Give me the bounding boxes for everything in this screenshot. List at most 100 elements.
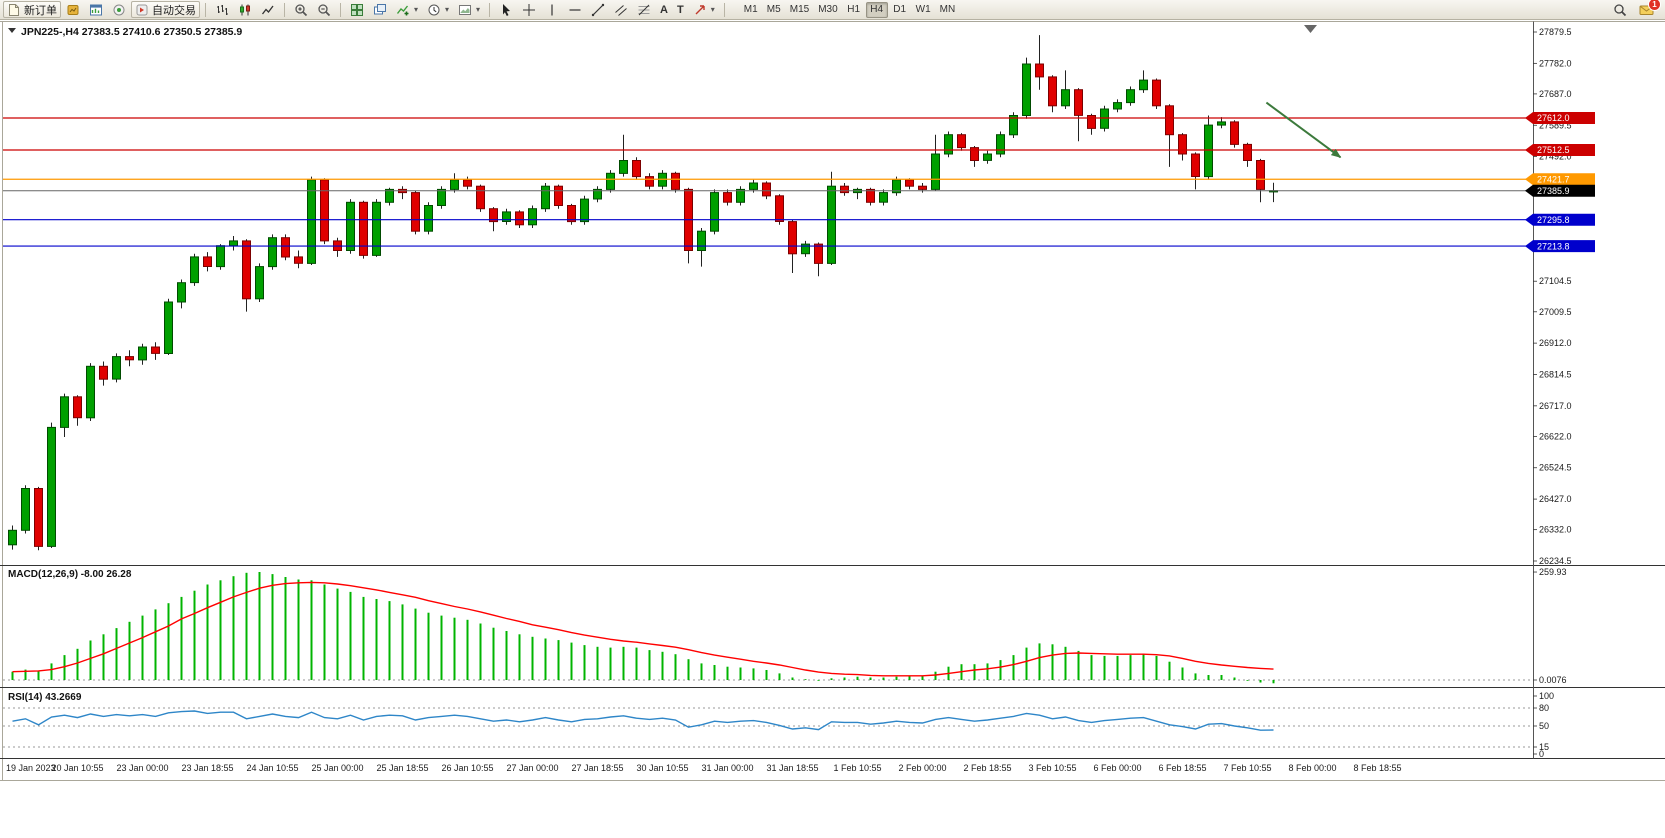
vertical-line-button[interactable] — [541, 1, 563, 18]
zoom-out-button[interactable] — [313, 1, 335, 18]
candle-bear — [73, 396, 82, 419]
crosshair-button[interactable] — [518, 1, 540, 18]
timeframe-button-m5[interactable]: M5 — [763, 2, 785, 18]
candle-bear — [1178, 134, 1187, 155]
new-order-button[interactable]: 新订单 — [3, 1, 61, 18]
chart-shift-marker[interactable] — [1304, 25, 1317, 33]
notification-badge: 1 — [1648, 0, 1661, 11]
dropdown-caret: ▾ — [414, 5, 419, 14]
toolbar-separator — [340, 2, 341, 17]
equidistant-channel-icon — [615, 4, 627, 16]
axis-label: 259.93 — [1539, 567, 1567, 577]
candle-bull — [736, 188, 745, 203]
template-icon — [459, 4, 472, 15]
zoom-in-button[interactable] — [290, 1, 312, 18]
price-chart-canvas[interactable]: 27879.5 27782.0 27687.0 27589.5 27492.0 27104… — [0, 20, 1665, 833]
horizontal-line-button[interactable] — [564, 1, 586, 18]
fibonacci-button[interactable] — [633, 1, 655, 18]
cursor-button[interactable] — [495, 1, 517, 18]
trendline-button[interactable] — [587, 1, 609, 18]
candle-bull — [541, 185, 550, 210]
candle-bear — [762, 182, 771, 197]
price-tag-text: 27213.8 — [1537, 241, 1570, 251]
auto-trading-button[interactable]: 自动交易 — [131, 1, 200, 18]
equidistant-channel-button[interactable] — [610, 1, 632, 18]
trend-arrow-annotation[interactable] — [1265, 101, 1342, 159]
candlestick-chart-button[interactable] — [234, 1, 256, 18]
periods-button[interactable]: ▾ — [423, 1, 453, 18]
candle-bear — [294, 256, 303, 264]
candle-bear — [1191, 153, 1200, 177]
timeframe-button-h4[interactable]: H4 — [865, 1, 888, 18]
candle-bear — [1074, 89, 1083, 116]
search-button[interactable] — [1609, 1, 1631, 18]
cursor-icon — [503, 3, 511, 16]
chart-expand-icon[interactable] — [8, 28, 16, 33]
candle-bear — [34, 488, 43, 547]
candle-bear — [515, 211, 524, 226]
arrows-button[interactable]: ▾ — [689, 1, 719, 18]
timeframe-button-w1[interactable]: W1 — [912, 2, 935, 18]
candle-bear — [463, 179, 472, 187]
timeframe-button-mn[interactable]: MN — [936, 2, 960, 18]
notifications-button[interactable]: 1 — [1639, 0, 1661, 17]
candle-bear — [242, 240, 251, 300]
macd-label: MACD(12,26,9) -8.00 26.28 — [8, 569, 132, 580]
candle-bull — [710, 192, 719, 232]
hlines-layer — [3, 117, 1533, 247]
date-axis-label: 31 Jan 18:55 — [766, 763, 818, 773]
text-button[interactable]: A — [656, 1, 672, 18]
timeframe-button-d1[interactable]: D1 — [889, 2, 911, 18]
timeframe-button-h1[interactable]: H1 — [843, 2, 865, 18]
text-label-button[interactable]: T — [673, 1, 688, 18]
zoom-out-icon — [318, 3, 331, 16]
candle-bear — [957, 134, 966, 149]
candle-bull — [697, 230, 706, 251]
price-tag-27612.0: 27612.0 — [1525, 112, 1595, 125]
candle-bear — [151, 346, 160, 354]
toolbar-right-group: 1 — [1609, 0, 1662, 18]
price-tag-bg — [1525, 240, 1595, 253]
candle-bull — [827, 185, 836, 264]
axis-label: 26622.0 — [1539, 431, 1572, 441]
candle-bull — [879, 192, 888, 203]
new-chart-button[interactable] — [85, 1, 107, 18]
timeframe-button-m1[interactable]: M1 — [740, 2, 762, 18]
date-axis-label: 31 Jan 00:00 — [701, 763, 753, 773]
candle-bull — [385, 188, 394, 203]
signals-button[interactable] — [108, 1, 130, 18]
price-axis[interactable]: 27879.5 27782.0 27687.0 27589.5 27492.0 27104… — [1525, 27, 1595, 759]
price-tag-27512.5: 27512.5 — [1525, 144, 1595, 157]
timeframe-button-m30[interactable]: M30 — [814, 2, 841, 18]
price-tag-bg — [1525, 144, 1595, 157]
timeframe-button-m15[interactable]: M15 — [786, 2, 813, 18]
candle-bear — [476, 185, 485, 210]
candle-bull — [307, 179, 316, 264]
candle-bull — [1009, 115, 1018, 136]
candle-bull — [138, 346, 147, 361]
candle-bull — [580, 198, 589, 223]
horizontal-line-icon — [569, 8, 581, 11]
tile-windows-button[interactable] — [346, 1, 368, 18]
candle-bear — [788, 221, 797, 255]
auto-trading-label: 自动交易 — [152, 4, 196, 17]
candle-bear — [645, 176, 654, 187]
price-tag-text: 27421.7 — [1537, 174, 1570, 184]
template-button[interactable]: ▾ — [454, 1, 484, 18]
toolbar-separator — [205, 2, 206, 17]
price-tag-bg — [1525, 112, 1595, 125]
axis-label: 27589.5 — [1539, 120, 1572, 130]
indicators-button[interactable]: ▾ — [392, 1, 422, 18]
line-chart-button[interactable] — [257, 1, 279, 18]
candle-bull — [21, 488, 30, 531]
market-watch-button[interactable] — [62, 1, 84, 18]
candle-bull — [983, 153, 992, 161]
candle-bear — [281, 237, 290, 258]
bar-chart-button[interactable] — [211, 1, 233, 18]
candle-bear — [1165, 105, 1174, 136]
fibonacci-icon — [638, 4, 650, 15]
axis-label: 26427.0 — [1539, 494, 1572, 504]
cascade-windows-button[interactable] — [369, 1, 391, 18]
candles-layer — [8, 35, 1278, 551]
